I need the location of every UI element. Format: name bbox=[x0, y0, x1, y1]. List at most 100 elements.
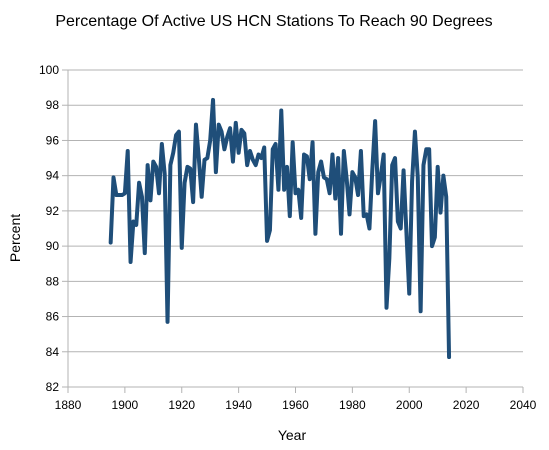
data-point bbox=[120, 193, 124, 197]
data-point bbox=[165, 320, 170, 324]
x-tick-label: 1900 bbox=[112, 398, 139, 412]
series-layer bbox=[108, 97, 452, 360]
data-point bbox=[148, 198, 153, 202]
data-point bbox=[271, 147, 275, 151]
data-point bbox=[200, 195, 204, 199]
data-point bbox=[211, 98, 215, 102]
data-point bbox=[163, 172, 167, 176]
data-point bbox=[234, 121, 238, 125]
data-point bbox=[254, 163, 258, 167]
data-point bbox=[438, 211, 443, 215]
data-point bbox=[430, 244, 434, 248]
data-point bbox=[419, 309, 423, 313]
data-point bbox=[114, 193, 118, 197]
data-point bbox=[157, 191, 161, 195]
data-point bbox=[214, 170, 218, 174]
data-point bbox=[237, 151, 241, 155]
x-tick-label: 2020 bbox=[453, 398, 480, 412]
data-point bbox=[345, 177, 349, 181]
grid-lines bbox=[68, 69, 523, 388]
data-point bbox=[330, 152, 335, 157]
data-point bbox=[180, 246, 184, 250]
data-point bbox=[364, 212, 369, 217]
data-point bbox=[245, 163, 249, 167]
data-point bbox=[399, 226, 403, 231]
y-tick-label: 88 bbox=[46, 274, 60, 288]
data-point bbox=[367, 226, 372, 231]
data-point bbox=[140, 195, 144, 199]
data-point bbox=[325, 177, 329, 181]
x-tick-label: 1940 bbox=[225, 398, 252, 412]
data-point bbox=[447, 355, 451, 359]
data-point bbox=[177, 130, 181, 134]
x-axis-title: Year bbox=[278, 427, 307, 443]
data-point bbox=[194, 122, 198, 127]
data-point bbox=[296, 188, 300, 192]
x-tick-labels: 1880 1900 1920 1940 1960 1980 2000 2020 2040 bbox=[55, 398, 537, 412]
data-point bbox=[362, 214, 366, 218]
data-point bbox=[182, 181, 187, 185]
data-point bbox=[444, 195, 448, 199]
data-point bbox=[146, 163, 150, 167]
data-point bbox=[143, 251, 147, 255]
data-point bbox=[427, 147, 431, 151]
data-point bbox=[273, 142, 278, 146]
data-point bbox=[328, 191, 332, 195]
y-tick-label: 98 bbox=[46, 98, 60, 112]
data-point bbox=[128, 260, 133, 264]
data-point bbox=[407, 292, 411, 296]
data-point bbox=[251, 158, 255, 162]
data-point bbox=[393, 156, 397, 160]
data-point bbox=[416, 175, 420, 180]
data-point bbox=[242, 131, 246, 135]
data-point bbox=[228, 126, 232, 130]
x-tick-label: 1920 bbox=[168, 398, 195, 412]
data-point bbox=[168, 163, 172, 167]
data-point bbox=[219, 130, 224, 134]
chart-title: Percentage Of Active US HCN Stations To … bbox=[55, 13, 492, 30]
data-point bbox=[171, 151, 175, 155]
data-point bbox=[342, 149, 346, 153]
data-point bbox=[262, 145, 266, 150]
data-point bbox=[256, 152, 261, 157]
data-point bbox=[293, 191, 298, 195]
data-point bbox=[353, 175, 357, 180]
data-point bbox=[117, 193, 121, 197]
data-point bbox=[333, 196, 337, 201]
data-point bbox=[404, 230, 409, 234]
data-point bbox=[197, 156, 201, 160]
data-point bbox=[424, 147, 428, 151]
data-point bbox=[356, 193, 360, 197]
data-point bbox=[217, 122, 221, 127]
data-point bbox=[154, 165, 158, 169]
data-point bbox=[359, 149, 363, 153]
data-point bbox=[276, 188, 281, 192]
data-point bbox=[239, 128, 244, 132]
data-point bbox=[131, 219, 136, 224]
data-point bbox=[336, 156, 340, 160]
data-point bbox=[384, 306, 389, 310]
y-tick-labels: 82 84 86 88 90 92 94 96 98 100 bbox=[39, 63, 59, 394]
y-tick-label: 90 bbox=[46, 239, 60, 253]
y-tick-label: 96 bbox=[46, 133, 60, 147]
x-tick-label: 2000 bbox=[396, 398, 423, 412]
data-point bbox=[231, 159, 235, 164]
data-point bbox=[421, 163, 426, 167]
data-point bbox=[370, 168, 374, 172]
x-tick-label: 1980 bbox=[339, 398, 366, 412]
data-point bbox=[202, 158, 207, 162]
series-line bbox=[108, 97, 452, 360]
data-point bbox=[319, 159, 323, 164]
y-axis-title: Percent bbox=[7, 214, 23, 262]
data-point bbox=[248, 149, 252, 153]
data-point bbox=[413, 130, 417, 134]
data-point bbox=[191, 200, 195, 204]
data-point bbox=[265, 239, 269, 243]
data-point bbox=[185, 165, 190, 169]
data-point bbox=[387, 256, 391, 261]
data-point bbox=[410, 179, 414, 183]
data-point bbox=[350, 170, 354, 174]
data-point bbox=[109, 240, 113, 245]
data-point bbox=[137, 181, 141, 185]
